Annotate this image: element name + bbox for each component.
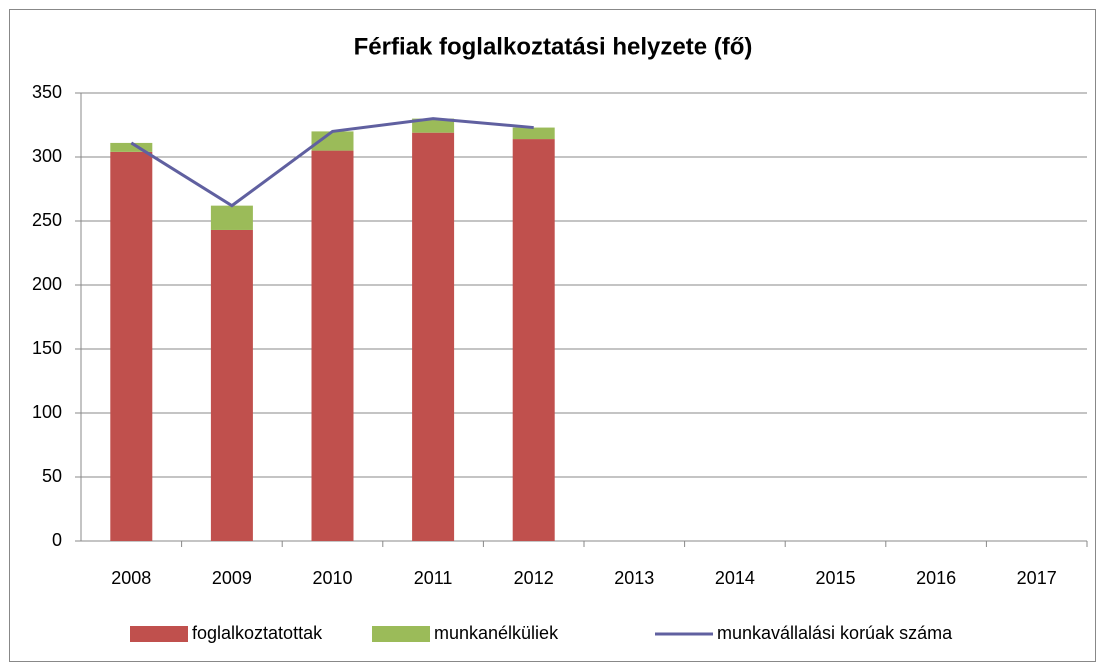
x-tick-label: 2009 — [212, 568, 252, 588]
y-tick-label: 150 — [32, 338, 62, 358]
bar — [311, 150, 354, 541]
bar — [110, 142, 153, 152]
legend-label: munkanélküliek — [434, 623, 559, 643]
x-tick-label: 2015 — [815, 568, 855, 588]
bar — [110, 151, 153, 541]
x-tick-label: 2011 — [414, 568, 453, 588]
x-tick-label: 2010 — [312, 568, 352, 588]
x-tick-label: 2017 — [1017, 568, 1057, 588]
y-tick-label: 300 — [32, 146, 62, 166]
bar — [210, 229, 253, 541]
bar — [210, 205, 253, 230]
chart-title: Férfiak foglalkoztatási helyzete (fő) — [354, 33, 753, 60]
y-tick-label: 200 — [32, 274, 62, 294]
y-tick-label: 250 — [32, 210, 62, 230]
y-tick-label: 50 — [42, 466, 62, 486]
bar — [512, 127, 555, 140]
y-tick-label: 0 — [52, 530, 62, 550]
line — [130, 117, 534, 208]
x-tick-label: 2012 — [514, 568, 554, 588]
legend-marker — [372, 626, 430, 642]
bar — [412, 132, 455, 541]
legend-label: foglalkoztatottak — [192, 623, 323, 643]
x-tick-label: 2008 — [111, 568, 151, 588]
x-tick-label: 2013 — [614, 568, 654, 588]
bar — [512, 139, 555, 541]
legend-label: munkavállalási korúak száma — [717, 623, 953, 643]
y-tick-label: 100 — [32, 402, 62, 422]
y-tick-label: 350 — [32, 82, 62, 102]
legend-marker — [130, 626, 188, 642]
x-tick-label: 2016 — [916, 568, 956, 588]
bar — [412, 118, 455, 133]
bar — [311, 131, 354, 151]
x-tick-label: 2014 — [715, 568, 755, 588]
